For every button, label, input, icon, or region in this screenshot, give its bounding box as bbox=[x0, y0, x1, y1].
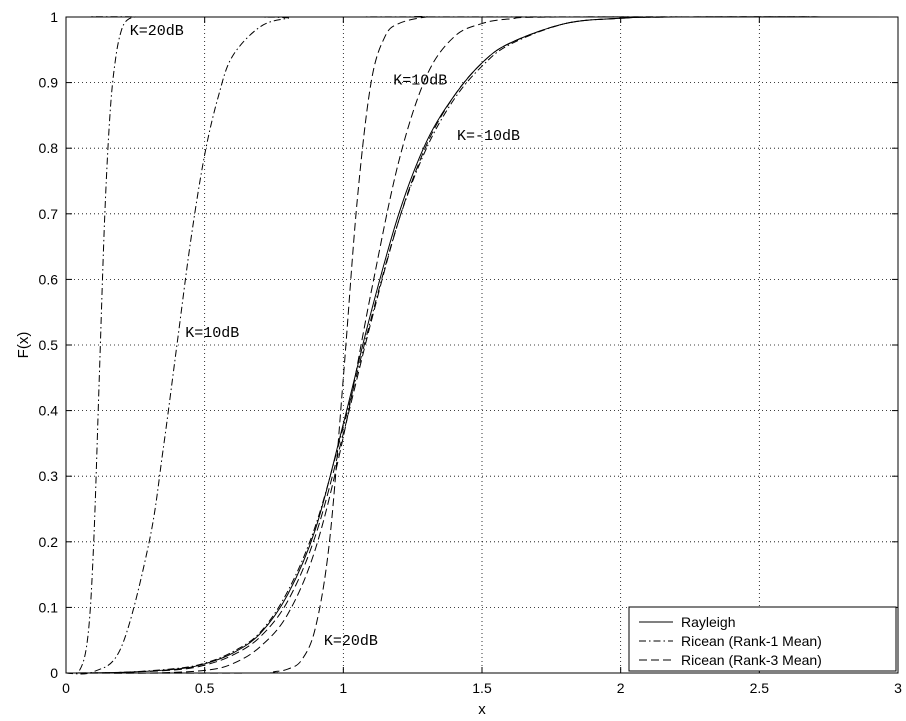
series-line-2-1 bbox=[65, 16, 899, 674]
y-tick-label: 0.4 bbox=[39, 403, 59, 419]
curve-annotation: K=20dB bbox=[324, 633, 378, 650]
axis-ticks: 0 0.5 1 1.5 2 2.5 3 0 0.1 0.2 0.3 0.4 0.5 0.6 0.7 0.8 0.… bbox=[39, 9, 903, 696]
y-tick-label: 0.1 bbox=[39, 599, 59, 615]
curve-annotation: K=10dB bbox=[393, 72, 447, 89]
series-line-1-0 bbox=[65, 16, 899, 674]
x-tick-label: 1 bbox=[339, 680, 347, 696]
y-tick-label: 0 bbox=[50, 665, 58, 681]
curve-annotation: K=10dB bbox=[185, 325, 239, 342]
curve-annotation: K=20dB bbox=[130, 23, 184, 40]
curve-annotations: K=20dB K=10dB K=-10dB K=10dB K=20dB bbox=[130, 23, 520, 650]
y-tick-label: 0.3 bbox=[39, 468, 59, 484]
y-tick-label: 1 bbox=[50, 9, 58, 25]
x-axis-label: x bbox=[478, 701, 486, 718]
grid bbox=[66, 17, 898, 673]
legend-box bbox=[628, 606, 897, 672]
y-tick-label: 0.9 bbox=[39, 75, 59, 91]
x-tick-label: 2 bbox=[617, 680, 625, 696]
x-tick-label: 0.5 bbox=[195, 680, 215, 696]
y-tick-label: 0.7 bbox=[39, 206, 59, 222]
y-tick-label: 0.6 bbox=[39, 271, 59, 287]
x-tick-label: 2.5 bbox=[750, 680, 770, 696]
curve-annotation: K=-10dB bbox=[457, 128, 520, 145]
y-axis-label: F(x) bbox=[15, 332, 32, 359]
legend-entry: Rayleigh bbox=[681, 614, 735, 630]
x-tick-label: 0 bbox=[62, 680, 70, 696]
legend-entry: Ricean (Rank-3 Mean) bbox=[681, 652, 822, 668]
y-tick-label: 0.2 bbox=[39, 534, 59, 550]
legend: Rayleigh Ricean (Rank-1 Mean) Ricean (Rank… bbox=[628, 606, 897, 672]
legend-entry: Ricean (Rank-1 Mean) bbox=[681, 633, 822, 649]
y-tick-label: 0.5 bbox=[39, 337, 59, 353]
series-line-2-0 bbox=[65, 16, 899, 674]
series-line-2-2 bbox=[65, 16, 898, 674]
x-tick-label: 3 bbox=[894, 680, 902, 696]
y-tick-label: 0.8 bbox=[39, 140, 59, 156]
x-tick-label: 1.5 bbox=[472, 680, 492, 696]
